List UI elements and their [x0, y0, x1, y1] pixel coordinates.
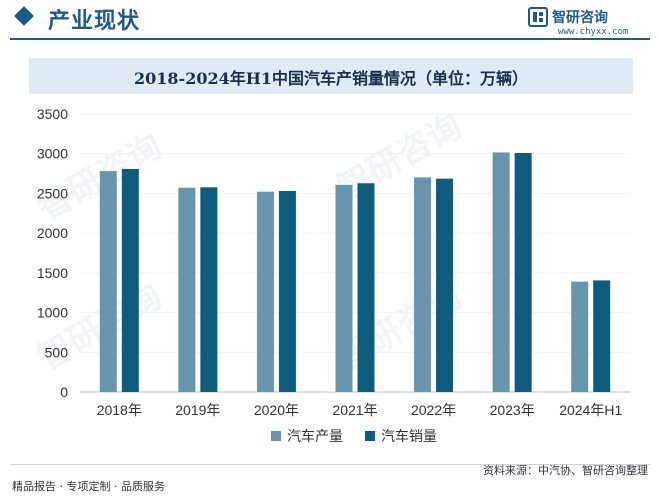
chart-title-bar: 2018-2024年H1中国汽车产销量情况（单位：万辆） — [29, 58, 633, 94]
legend-swatch — [365, 431, 375, 441]
bar-sales — [278, 190, 296, 392]
bar-production — [335, 184, 353, 392]
y-tick-label: 1500 — [37, 265, 68, 281]
y-tick-label: 0 — [60, 384, 68, 400]
bar-sales — [514, 152, 532, 392]
legend-label: 汽车销量 — [381, 428, 437, 444]
x-tick-label: 2024年H1 — [559, 402, 622, 418]
legend-label: 汽车产量 — [287, 428, 343, 444]
brand-name: 智研咨询 — [552, 10, 608, 26]
bar-production — [492, 152, 510, 392]
bar-production — [256, 191, 274, 392]
brand-icon — [528, 7, 548, 27]
y-tick-label: 500 — [45, 344, 69, 360]
bar-production — [571, 281, 589, 392]
bar-chart: 0 500 1000 1500 2000 2500 3000 3500 2018年 2019年 20… — [37, 106, 630, 444]
x-tick-label: 2018年 — [97, 402, 142, 418]
legend-swatch — [271, 431, 281, 441]
x-tick-label: 2022年 — [411, 402, 456, 418]
x-tick-label: 2019年 — [175, 402, 220, 418]
bar-production — [178, 187, 196, 392]
bar-sales — [436, 178, 454, 392]
y-tick-label: 3000 — [37, 146, 68, 162]
footer-slogan: 精品报告 · 专项定制 · 品质服务 — [12, 480, 165, 493]
y-tick-label: 2500 — [37, 185, 68, 201]
y-tick-label: 1000 — [37, 305, 68, 321]
footer-divider — [10, 464, 650, 465]
chart-title: 2018-2024年H1中国汽车产销量情况（单位：万辆） — [134, 69, 528, 88]
bar-sales — [200, 187, 218, 392]
bar-sales — [121, 168, 139, 392]
footer: 精品报告 · 专项定制 · 品质服务 资料来源：中汽协、智研咨询整理 — [0, 462, 660, 497]
section-title: 产业现状 — [48, 9, 141, 34]
bar-production — [99, 171, 117, 392]
source-note: 资料来源：中汽协、智研咨询整理 — [483, 464, 648, 477]
section-header: 产业现状 智研咨询 www.chyxx.com — [0, 0, 660, 44]
x-tick-label: 2020年 — [254, 402, 299, 418]
x-tick-label: 2023年 — [490, 402, 535, 418]
brand-site: www.chyxx.com — [558, 27, 629, 37]
y-tick-label: 2000 — [37, 225, 68, 241]
brand-logo: 智研咨询 www.chyxx.com — [528, 4, 648, 38]
y-tick-label: 3500 — [37, 106, 68, 122]
bar-production — [414, 177, 432, 392]
header-divider — [10, 38, 650, 40]
bar-sales — [357, 183, 375, 392]
bar-sales — [593, 280, 611, 392]
x-tick-label: 2021年 — [332, 402, 377, 418]
